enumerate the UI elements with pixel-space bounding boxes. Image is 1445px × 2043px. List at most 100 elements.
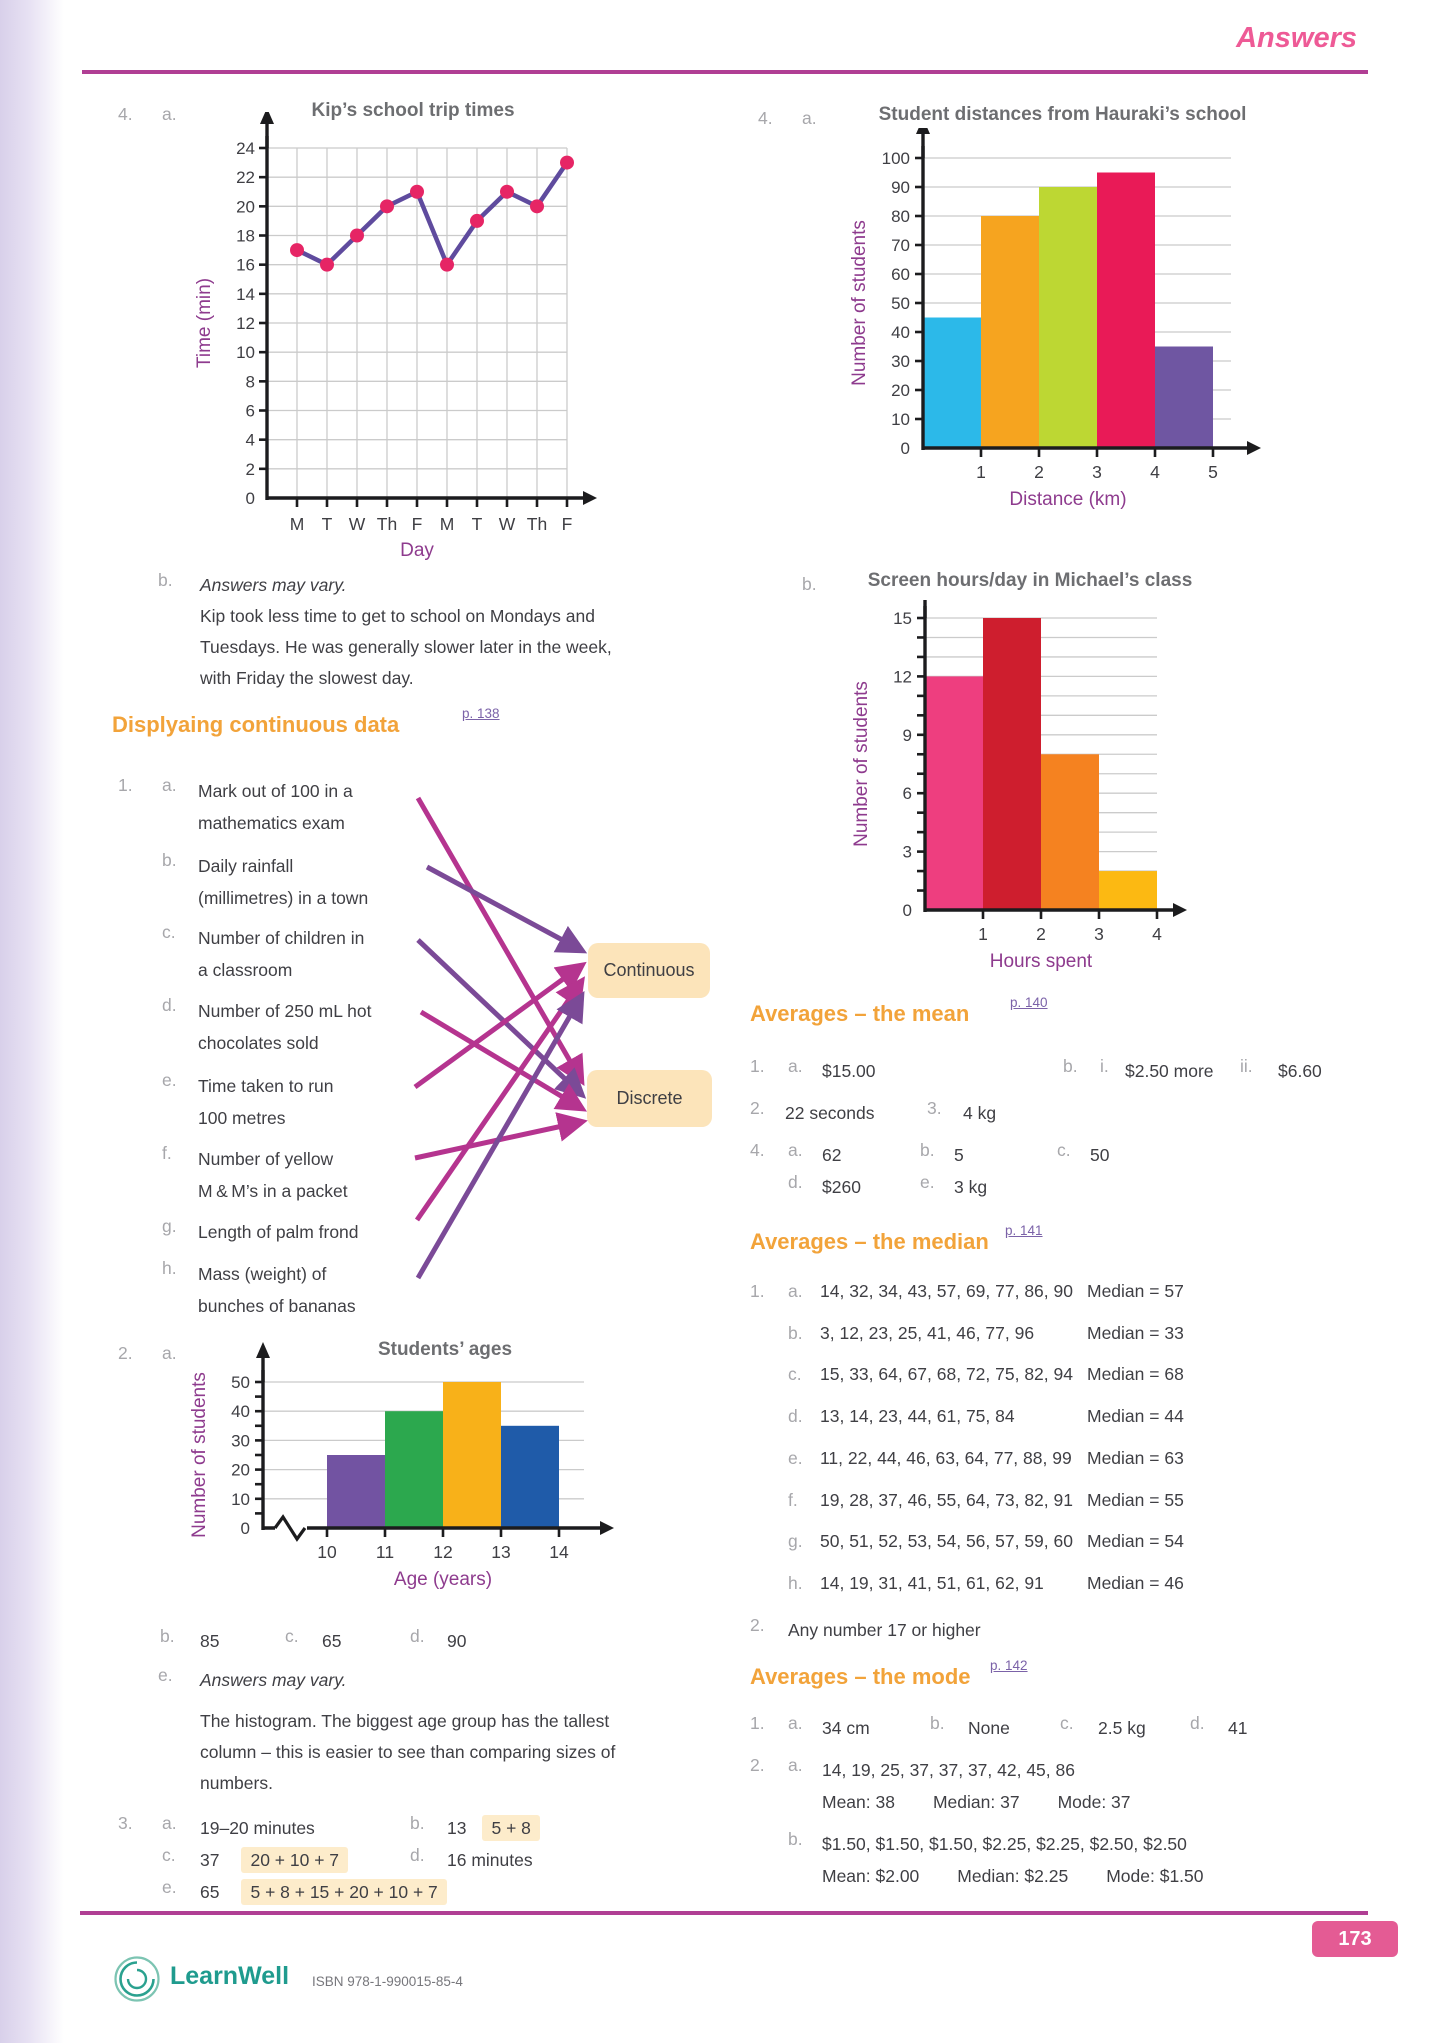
q3e-working-highlight: 5 + 8 + 15 + 20 + 10 + 7 [241, 1879, 447, 1905]
median-result: Median = 55 [1087, 1490, 1184, 1510]
svg-text:3: 3 [1094, 924, 1104, 944]
svg-text:Number of students: Number of students [189, 1372, 210, 1538]
match-item-text-h: Mass (weight) of bunches of bananas [198, 1264, 356, 1316]
match-item-letter-d: d. [162, 995, 177, 1015]
q3c-letter: c. [162, 1845, 176, 1865]
median-number-list: 50, 51, 52, 53, 54, 56, 57, 59, 60 [820, 1531, 1073, 1551]
rq4a-letter: a. [802, 108, 817, 128]
mean-q1b-letter: b. [1063, 1056, 1078, 1076]
svg-text:8: 8 [246, 372, 255, 391]
mean-q3-number: 3. [927, 1098, 942, 1118]
mode-q1a-letter: a. [788, 1713, 803, 1733]
svg-text:11: 11 [376, 1542, 394, 1562]
left-decor-strip [0, 0, 64, 2043]
match-arrow-c-to-discrete [416, 938, 587, 1099]
svg-text:Distance (km): Distance (km) [1009, 489, 1126, 510]
median-result: Median = 57 [1087, 1281, 1184, 1301]
median-q2-answer: Any number 17 or higher [788, 1620, 981, 1640]
mode-q2a-stats: Mean: 38 Median: 37 Mode: 37 [822, 1792, 1131, 1812]
median-q2-number: 2. [750, 1615, 765, 1635]
mean-q4d-value: $260 [822, 1177, 861, 1197]
median-number-list: 13, 14, 23, 44, 61, 75, 84 [820, 1406, 1015, 1426]
q4-number: 4. [118, 104, 133, 124]
svg-text:Time (min): Time (min) [194, 278, 215, 368]
chart-title-kip: Kip’s school trip times [311, 100, 515, 121]
match-item-text-g: Length of palm frond [198, 1222, 359, 1242]
mean-q4d-letter: d. [788, 1172, 803, 1192]
svg-text:20: 20 [891, 381, 910, 400]
match-item-letter-c: c. [162, 922, 176, 942]
median-number-list: 14, 19, 31, 41, 51, 61, 62, 91 [820, 1573, 1044, 1593]
match-item-text-f: Number of yellow M & M’s in a packet [198, 1149, 348, 1201]
svg-text:T: T [472, 514, 483, 534]
svg-text:40: 40 [231, 1402, 250, 1421]
match-item-text-c: Number of children in a classroom [198, 928, 365, 980]
mean-q1bi-value: $2.50 more [1125, 1061, 1214, 1081]
chart-title-distances: Student distances from Hauraki’s school [878, 104, 1247, 125]
svg-text:2: 2 [1034, 462, 1044, 482]
q4b-line: Kip took less time to get to school on M… [200, 606, 595, 626]
median-letter: b. [788, 1323, 803, 1343]
q3a-value: 19–20 minutes [200, 1818, 315, 1838]
q2a-letter: a. [162, 1343, 177, 1363]
mode-q1b-letter: b. [930, 1713, 945, 1733]
page-link-140[interactable]: p. 140 [1010, 995, 1048, 1010]
chart-title-screen-hours: Screen hours/day in Michael’s class [867, 570, 1193, 591]
svg-text:16: 16 [236, 256, 255, 275]
median-row-e: e. 11, 22, 44, 46, 63, 64, 77, 88, 99 Medi… [750, 1448, 1390, 1478]
svg-text:0: 0 [901, 439, 910, 458]
median-result: Median = 68 [1087, 1364, 1184, 1384]
mode-q2-number: 2. [750, 1755, 765, 1775]
match-arrow-g-to-continuous [414, 976, 585, 1222]
q2-number: 2. [118, 1343, 133, 1363]
svg-text:Number of students: Number of students [849, 220, 870, 386]
svg-text:1: 1 [978, 924, 988, 944]
chart-title-ages: Students’ ages [377, 1339, 513, 1360]
median-letter: g. [788, 1531, 803, 1551]
svg-text:13: 13 [491, 1542, 510, 1562]
svg-text:F: F [562, 514, 573, 534]
median-letter: e. [788, 1448, 803, 1468]
median-result: Median = 63 [1087, 1448, 1184, 1468]
rq4-number: 4. [758, 108, 773, 128]
footer-rule [80, 1911, 1368, 1915]
median-row-b: b. 3, 12, 23, 25, 41, 46, 77, 96 Median = … [750, 1323, 1390, 1353]
median-row-d: d. 13, 14, 23, 44, 61, 75, 84 Median = 44 [750, 1406, 1390, 1436]
mode-q1d-letter: d. [1190, 1713, 1205, 1733]
svg-text:Hours spent: Hours spent [990, 951, 1093, 972]
mean-q4-number: 4. [750, 1140, 765, 1160]
svg-text:10: 10 [231, 1490, 250, 1509]
mean-q4e-letter: e. [920, 1172, 935, 1192]
match-arrow-h-to-continuous [415, 990, 585, 1280]
match-item-letter-b: b. [162, 850, 177, 870]
q2e-note: Answers may vary. [200, 1670, 347, 1690]
median-row-g: g. 50, 51, 52, 53, 54, 56, 57, 59, 60 Medi… [750, 1531, 1390, 1561]
median-number-list: 11, 22, 44, 46, 63, 64, 77, 88, 99 [820, 1448, 1072, 1468]
mode-q1a-value: 34 cm [822, 1718, 870, 1738]
mean-q1a-letter: a. [788, 1056, 803, 1076]
q2e-line: numbers. [200, 1773, 273, 1793]
median-number-list: 15, 33, 64, 67, 68, 72, 75, 82, 94 [820, 1364, 1073, 1384]
q2d-value: 90 [447, 1631, 467, 1651]
page-link-138[interactable]: p. 138 [462, 706, 500, 721]
section-title-median: Averages – the median [750, 1229, 989, 1254]
histogram-students-ages: 0 10 20 30 40 50 10 11 12 13 14 Age (years) Number o… [175, 1340, 620, 1600]
svg-text:Th: Th [527, 514, 547, 534]
mode-q1-number: 1. [750, 1713, 765, 1733]
page-link-142[interactable]: p. 142 [990, 1658, 1028, 1673]
mean-q4a-letter: a. [788, 1140, 803, 1160]
match-item-text-e: Time taken to run 100 metres [198, 1076, 334, 1128]
q3c-value: 37 20 + 10 + 7 [200, 1845, 349, 1876]
mean-q1-number: 1. [750, 1056, 765, 1076]
q2c-value: 65 [322, 1631, 342, 1651]
page-link-141[interactable]: p. 141 [1005, 1223, 1043, 1238]
svg-text:20: 20 [231, 1461, 250, 1480]
q3-number: 3. [118, 1813, 133, 1833]
svg-text:6: 6 [246, 402, 255, 421]
q3e-value: 65 5 + 8 + 15 + 20 + 10 + 7 [200, 1877, 447, 1908]
match-item-letter-h: h. [162, 1258, 177, 1278]
q4b-line: Tuesdays. He was generally slower later … [200, 637, 612, 657]
svg-text:3: 3 [903, 843, 912, 862]
mean-q2-value: 22 seconds [785, 1103, 875, 1123]
